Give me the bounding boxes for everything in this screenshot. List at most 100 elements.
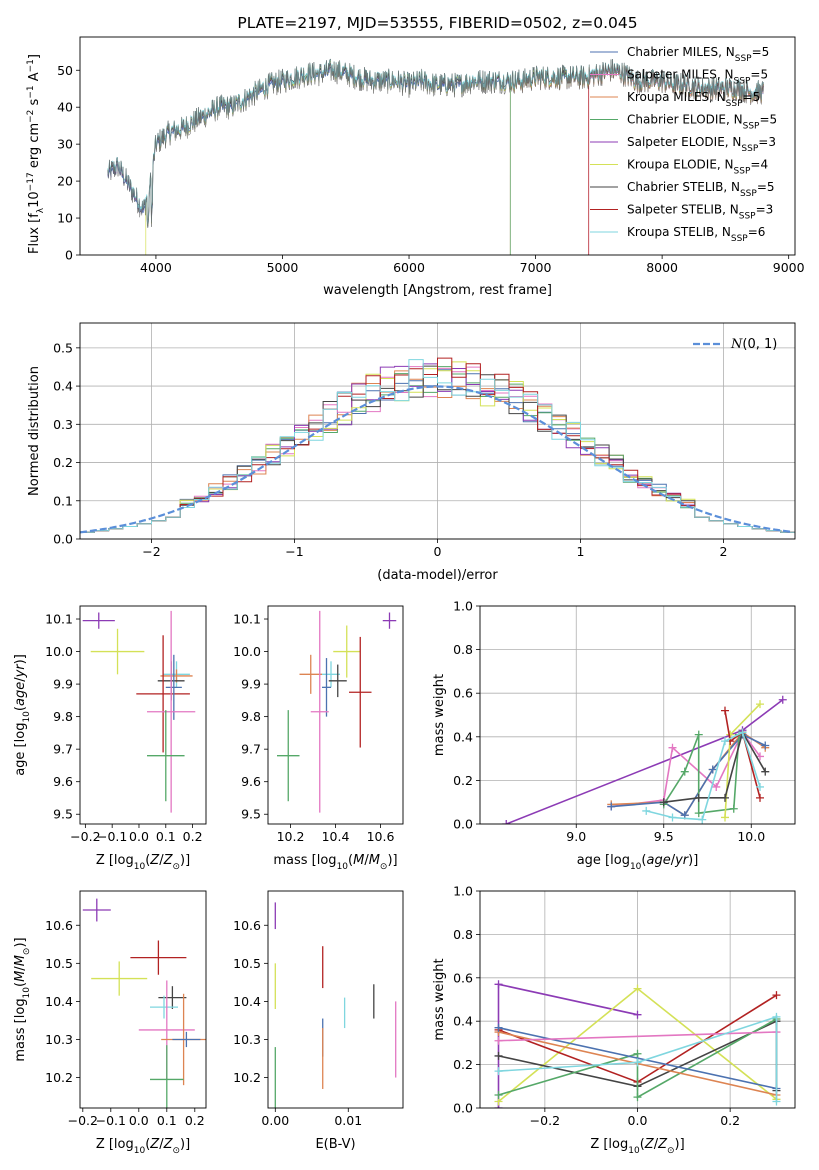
panel-weight_vs_Z: −0.2 0.0 0.2 0.0 0.2 0.4 0.6 0.8 1.0 mass weight Z… [432, 884, 796, 1156]
errorbar-point [136, 635, 190, 753]
y-tick-label: 10.5 [233, 956, 261, 971]
weight-marker [494, 1090, 503, 1099]
y-tick-label: 0.2 [53, 455, 73, 470]
errorbar-point [322, 661, 340, 688]
y-tick-label: 9.7 [53, 742, 73, 757]
weight-marker [712, 782, 721, 791]
y-tick-label: 10.0 [45, 644, 73, 659]
y-tick-label: 1.0 [453, 884, 473, 899]
panel-spectrum: 4000 5000 6000 7000 8000 9000 0 10 20 30 40 50 wavel… [26, 36, 805, 298]
y-tick-label: 0.0 [453, 1101, 473, 1116]
x-tick-label: 10.6 [367, 829, 395, 844]
y-axis-label: Normed distribution [27, 366, 42, 496]
x-tick-label: −0.1 [97, 829, 127, 844]
weight-marker [494, 1067, 503, 1076]
x-tick-label: −0.2 [68, 1113, 98, 1128]
y-axis-label: mass [log10(M/M⊙)] [13, 937, 32, 1061]
y-tick-label: 0.4 [453, 1014, 473, 1029]
x-tick-label: 0 [434, 544, 442, 559]
weight-marker [668, 813, 677, 822]
y-tick-label: 0.3 [53, 417, 73, 432]
x-tick-label: −0.2 [70, 829, 100, 844]
y-tick-label: 0.0 [53, 532, 73, 547]
y-tick-label: 0.6 [453, 686, 473, 701]
y-tick-label: 0.1 [53, 493, 73, 508]
weight-marker [761, 767, 770, 776]
y-tick-label: 0.4 [53, 379, 73, 394]
weight-marker [633, 1010, 642, 1019]
weight-line [663, 734, 740, 815]
y-tick-label: 50 [57, 63, 73, 78]
axes-frame [79, 36, 796, 256]
x-axis-label: E(B-V) [315, 1137, 355, 1152]
weight-marker [772, 1097, 781, 1106]
y-axis-label: Flux [fλ10−17 erg cm−2 s−1 A−1] [26, 54, 46, 254]
weight-marker [668, 743, 677, 752]
legend-entry: Chabrier MILES, NSSP=5 [627, 45, 769, 64]
y-tick-label: 10.3 [233, 1032, 261, 1047]
x-axis-label: Z [log10(Z/Z⊙)] [96, 853, 190, 872]
x-tick-label: 5000 [267, 260, 299, 275]
weight-line [498, 1031, 777, 1042]
y-axis-label: mass weight [432, 958, 447, 1040]
normal-curve [80, 385, 793, 534]
y-tick-label: 9.6 [53, 774, 73, 789]
weight-marker [494, 1051, 503, 1060]
y-tick-label: 0.5 [53, 340, 73, 355]
x-tick-label: 9000 [773, 260, 805, 275]
y-tick-label: 9.5 [241, 807, 261, 822]
weight-marker [756, 700, 764, 709]
y-tick-label: 10.4 [233, 994, 261, 1009]
x-tick-label: 0.0 [129, 1113, 149, 1128]
errorbar-point [150, 1045, 184, 1108]
x-tick-label: 0.2 [185, 1113, 205, 1128]
weight-marker [698, 815, 707, 824]
y-tick-label: 0.4 [453, 729, 473, 744]
panel-age_vs_mass: 10.2 10.4 10.6 9.5 9.6 9.7 9.8 9.9 10.0 10.1 mass … [233, 605, 404, 872]
x-tick-label: −0.1 [96, 1113, 126, 1128]
legend-entry: Salpeter ELODIE, NSSP=3 [627, 135, 776, 154]
axes-frame [79, 890, 207, 1109]
weight-marker [633, 1093, 642, 1102]
y-tick-label: 10.1 [233, 612, 261, 627]
weight-marker [607, 802, 616, 811]
weight-marker [494, 1036, 503, 1045]
errorbar-point [147, 610, 196, 813]
axes-frame [267, 890, 404, 1109]
errorbars [274, 902, 397, 1108]
legend-entry: Salpeter MILES, NSSP=5 [627, 68, 768, 87]
data-line [107, 58, 764, 228]
weight-marker [721, 793, 729, 802]
panel-residuals: −2 −1 0 1 2 0.0 0.1 0.2 0.3 0.4 0.5 (data-model)/er… [27, 322, 796, 583]
errorbars [277, 610, 397, 813]
weight-marker [721, 706, 729, 715]
legend-entry: Kroupa MILES, NSSP=5 [627, 90, 760, 109]
axes-frame [479, 890, 796, 1109]
y-tick-label: 10 [57, 211, 73, 226]
y-tick-label: 10.6 [45, 918, 73, 933]
spectrum-title: PLATE=2197, MJD=53555, FIBERID=0502, z=0… [237, 14, 637, 32]
axes-frame [79, 322, 796, 540]
x-tick-label: 8000 [646, 260, 678, 275]
y-tick-label: 0.8 [453, 642, 473, 657]
y-tick-label: 10.5 [45, 956, 73, 971]
legend-entry: Chabrier STELIB, NSSP=5 [627, 180, 775, 199]
panel-mass_vs_EBV: 0.00 0.01 10.2 10.3 10.4 10.5 10.6 E(B-V) [233, 890, 404, 1152]
weight-marker [738, 728, 747, 737]
x-tick-label: 10.0 [737, 829, 765, 844]
y-tick-label: 9.9 [241, 677, 261, 692]
x-tick-label: 9.5 [654, 829, 674, 844]
y-tick-label: 0.6 [453, 970, 473, 985]
axes-frame [479, 605, 796, 825]
errorbar-point [90, 628, 145, 675]
weight-marker [721, 737, 729, 746]
errorbar-point [130, 940, 187, 975]
panel-age_vs_Z: −0.2−0.1 0.0 0.1 0.2 9.5 9.6 9.7 9.8 9.9 10.0 10.1… [13, 605, 207, 872]
weight-line [498, 1015, 778, 1102]
errorbar-point [382, 612, 397, 629]
errorbar-point [147, 710, 185, 802]
y-tick-label: 10.6 [233, 918, 261, 933]
errorbar-point [328, 664, 347, 698]
x-tick-label: 0.0 [628, 1113, 648, 1128]
